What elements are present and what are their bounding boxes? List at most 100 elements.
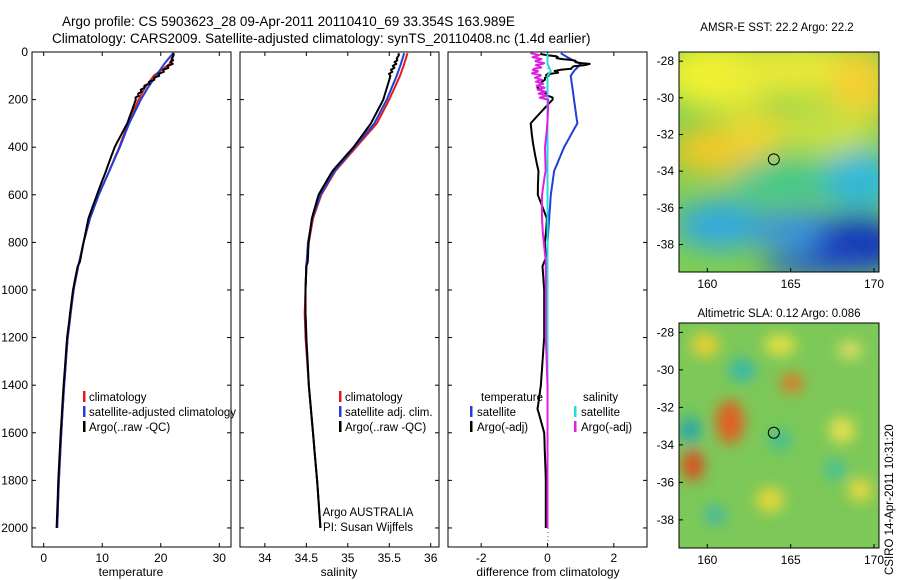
- map-y-tick-label: -38: [657, 238, 675, 252]
- sla-high-blob: [756, 488, 784, 512]
- salinity-series: [303, 52, 409, 529]
- depth-tick-label: 2000: [1, 521, 28, 535]
- map-x-tick-label: 160: [697, 277, 717, 291]
- legend-swatch-satellite: [83, 406, 86, 417]
- legend-swatch-temp-argo: [470, 421, 473, 432]
- legend-label-climatology: climatology: [89, 392, 147, 404]
- x-tick-label: -2: [476, 551, 487, 565]
- x-tick-label: 35.5: [378, 551, 402, 565]
- series-line-argo-raw-qc-: [55, 52, 175, 529]
- depth-axis: 0 200 400 600 800 1000 1200 1400 1600 1800 2000: [1, 45, 647, 535]
- sst-mid-blob: [785, 105, 875, 155]
- sst-warm-blob: [720, 110, 800, 150]
- difference-x-label: difference from climatology: [476, 565, 619, 579]
- salinity-panel-frame: [239, 51, 440, 548]
- sla-blobs: [679, 333, 872, 525]
- temperature-panel-frame: [31, 51, 232, 548]
- legend-label-argo: Argo(..raw -QC): [345, 422, 426, 434]
- x-tick-label: 10: [96, 551, 110, 565]
- depth-tick-label: 1600: [1, 426, 28, 440]
- sla-high-blob: [764, 335, 796, 355]
- x-tick-label: 34.5: [295, 551, 319, 565]
- sla-high-blob: [848, 478, 872, 502]
- legend-heading-temperature: temperature: [481, 392, 543, 404]
- x-tick-label: 2: [610, 551, 617, 565]
- sla-map-axes: 160 165 170 -28 -30 -32 -34 -36 -38: [657, 325, 885, 567]
- legend-swatch-sal-satellite: [574, 406, 577, 417]
- sst-blobs: [679, 52, 879, 272]
- legend-label-temp-argo: Argo(-adj): [477, 422, 528, 434]
- series-line-argo-raw-qc-: [304, 52, 400, 529]
- sst-cold-blob: [679, 200, 765, 250]
- sst-cool-blob: [820, 150, 879, 210]
- legend-label-satellite: satellite adj. clim.: [345, 407, 433, 419]
- x-tick-label: 30: [213, 551, 227, 565]
- map-y-tick-label: -38: [657, 513, 675, 527]
- depth-tick-label: 0: [21, 45, 28, 59]
- legend-label-satellite: satellite-adjusted climatology: [89, 407, 236, 419]
- sla-high-blob: [691, 333, 719, 357]
- map-x-tick-label: 165: [781, 553, 801, 567]
- difference-series: [529, 52, 591, 528]
- sla-low-blob: [679, 416, 701, 444]
- map-y-tick-label: -30: [657, 363, 675, 377]
- legend-swatch-satellite: [339, 406, 342, 417]
- map-x-tick-label: 170: [864, 277, 884, 291]
- map-x-tick-label: 165: [781, 277, 801, 291]
- series-line-satellite-adj-clim-: [304, 52, 406, 529]
- depth-tick-label: 1000: [1, 283, 28, 297]
- depth-tick-label: 800: [8, 235, 28, 249]
- difference-legend: temperature satellite Argo(-adj) salinit…: [470, 392, 632, 434]
- series-line-climatology: [56, 52, 176, 529]
- argo-australia-annotation: Argo AUSTRALIA: [323, 507, 414, 519]
- legend-label-climatology: climatology: [345, 392, 403, 404]
- depth-tick-label: 1400: [1, 378, 28, 392]
- sla-low-blob: [769, 430, 791, 450]
- temperature-legend: climatology satellite-adjusted climatolo…: [83, 391, 236, 434]
- header-line-1: Argo profile: CS 5903623_28 09-Apr-2011 …: [62, 14, 515, 29]
- x-tick-label: 35: [341, 551, 355, 565]
- temperature-series: [55, 52, 176, 529]
- sla-low-blob: [729, 359, 755, 381]
- x-tick-label: 34: [258, 551, 272, 565]
- series-line-satellite-adjusted-climatology: [56, 52, 174, 529]
- map-y-tick-label: -34: [657, 438, 675, 452]
- x-tick-label: 20: [154, 551, 168, 565]
- map-y-tick-label: -36: [657, 201, 675, 215]
- legend-label-temp-satellite: satellite: [477, 407, 516, 419]
- series-line-temperature-satellite: [546, 52, 582, 528]
- series-line-climatology: [303, 52, 409, 529]
- series-line-temperature-argo-adj-: [529, 52, 591, 528]
- legend-label-sal-satellite: satellite: [581, 407, 620, 419]
- sla-map-title: Altimetric SLA: 0.12 Argo: 0.086: [697, 308, 860, 320]
- map-y-tick-label: -28: [657, 325, 675, 339]
- x-tick-label: 0: [40, 551, 47, 565]
- salinity-x-label: salinity: [321, 565, 358, 579]
- depth-tick-label: 1200: [1, 331, 28, 345]
- sla-argo-location-marker: [767, 426, 780, 439]
- temperature-x-axis: 0 10 20 30: [40, 52, 226, 565]
- temperature-x-label: temperature: [99, 565, 164, 579]
- map-x-tick-label: 160: [697, 553, 717, 567]
- sst-map-title: AMSR-E SST: 22.2 Argo: 22.2: [700, 22, 853, 34]
- map-y-tick-label: -30: [657, 91, 675, 105]
- legend-label-sal-argo: Argo(-adj): [581, 422, 632, 434]
- sst-cool-blob: [730, 160, 830, 200]
- sst-map-field: [679, 52, 879, 272]
- legend-heading-salinity: salinity: [583, 392, 618, 404]
- map-y-tick-label: -36: [657, 475, 675, 489]
- legend-swatch-climatology: [339, 391, 342, 402]
- legend-swatch-argo: [339, 421, 342, 432]
- map-y-tick-label: -28: [657, 54, 675, 68]
- sla-high-blob: [838, 341, 862, 359]
- legend-swatch-climatology: [83, 391, 86, 402]
- legend-swatch-argo: [83, 421, 86, 432]
- sst-map-axes: 160 165 170 -28 -30 -32 -34 -36 -38: [657, 54, 885, 291]
- x-tick-label: 0: [544, 551, 551, 565]
- pi-annotation: PI: Susan Wijffels: [323, 522, 413, 534]
- salinity-x-axis: 34 34.5 35 35.5 36: [258, 52, 438, 565]
- map-y-tick-label: -32: [657, 128, 675, 142]
- depth-tick-label: 600: [8, 188, 28, 202]
- x-tick-label: 36: [424, 551, 438, 565]
